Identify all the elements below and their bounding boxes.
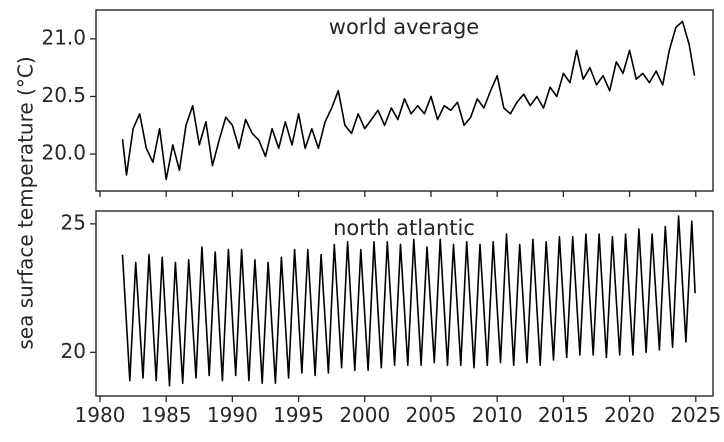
panel-world-average-y-ticks: 20.0 20.5 21.0 — [41, 25, 96, 165]
x-tick-label: 2010 — [472, 403, 523, 427]
panel-north-atlantic-frame — [95, 210, 714, 397]
panel-world-average-title: world average — [329, 15, 479, 39]
y-tick-label: 21.0 — [41, 25, 86, 49]
panel-north-atlantic: north atlantic 2025 1980 1985 1990 1995 2000… — [61, 210, 721, 427]
panel-north-atlantic-title: north atlantic — [333, 216, 475, 240]
panel-north-atlantic-lines — [121, 215, 696, 387]
x-tick-label: 2000 — [339, 403, 390, 427]
panel-north-atlantic-x-ticks: 1980 1985 1990 1995 2000 2005 2010 2015 2020 2025 — [75, 396, 721, 427]
y-tick-label: 25 — [61, 210, 86, 234]
x-tick-label: 1990 — [207, 403, 258, 427]
panel-world-average: world average 20.0 20.5 21.0 — [41, 9, 714, 197]
y-tick-label: 20.0 — [41, 141, 86, 165]
series-line-1-0 — [121, 215, 696, 387]
y-axis-label: sea surface temperature (°C) — [14, 56, 38, 349]
y-tick-label: 20.5 — [41, 83, 86, 107]
panel-world-average-frame — [95, 9, 714, 192]
x-tick-label: 2025 — [670, 403, 721, 427]
panel-world-average-lines — [121, 20, 696, 181]
x-tick-label: 2005 — [406, 403, 457, 427]
x-tick-label: 1985 — [141, 403, 192, 427]
x-tick-label: 2015 — [538, 403, 589, 427]
series-line-0-0 — [121, 20, 696, 181]
panel-north-atlantic-y-ticks: 2025 — [61, 210, 96, 363]
x-tick-label: 2020 — [604, 403, 655, 427]
x-tick-label: 1980 — [75, 403, 126, 427]
y-tick-label: 20 — [61, 339, 86, 363]
x-tick-label: 1995 — [273, 403, 324, 427]
panel-world-average-x-ticks — [99, 191, 697, 197]
